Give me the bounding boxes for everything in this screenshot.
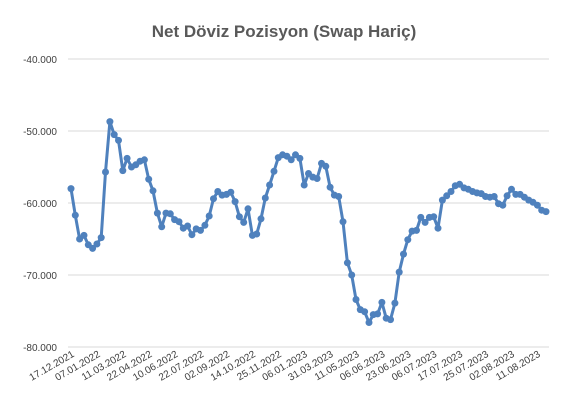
data-point: [253, 230, 261, 238]
data-point: [97, 234, 105, 242]
y-tick-label: -80.000: [23, 343, 57, 354]
data-point: [184, 222, 192, 230]
chart-title: Net Döviz Pozisyon (Swap Hariç): [152, 22, 417, 41]
data-point: [438, 196, 446, 204]
data-point: [227, 188, 235, 196]
data-point: [106, 118, 114, 126]
data-point: [145, 175, 153, 183]
data-point: [391, 299, 399, 307]
data-point: [244, 205, 252, 213]
data-point: [296, 154, 304, 162]
data-point: [166, 210, 174, 218]
data-point: [417, 213, 425, 221]
data-point: [89, 244, 97, 252]
data-point: [322, 162, 330, 170]
data-point: [210, 195, 217, 203]
data-point: [348, 271, 356, 279]
data-point: [395, 268, 403, 276]
data-point: [205, 212, 213, 220]
data-point: [343, 259, 351, 267]
series: [67, 118, 550, 326]
y-tick-label: -60.000: [23, 199, 57, 210]
data-point: [300, 181, 308, 189]
data-point: [119, 167, 127, 175]
data-point: [404, 236, 412, 244]
data-point: [270, 167, 278, 175]
data-point: [387, 316, 394, 324]
data-point: [313, 175, 321, 182]
data-point: [158, 223, 166, 231]
data-point: [430, 213, 438, 221]
data-point: [533, 201, 541, 209]
y-axis-tick-labels: -40.000 -50.000 -60.000 -70.000 -80.000: [23, 55, 57, 354]
data-point: [503, 192, 511, 200]
data-point: [443, 192, 451, 200]
data-point: [413, 226, 420, 234]
data-point: [153, 209, 161, 217]
data-point: [335, 193, 343, 200]
data-point: [235, 213, 243, 221]
data-point: [287, 156, 295, 164]
data-point: [115, 136, 122, 144]
data-point: [93, 240, 101, 248]
data-point: [339, 218, 347, 226]
data-point: [352, 296, 360, 303]
data-point: [508, 185, 515, 193]
data-point: [261, 194, 269, 202]
data-point: [175, 218, 183, 226]
data-point: [71, 211, 79, 219]
data-point: [201, 221, 209, 229]
x-axis-tick-labels: 17.12.202107.01.202211.03.202222.04.2022…: [28, 349, 543, 384]
data-point: [67, 185, 75, 193]
gridlines: [68, 58, 549, 348]
data-point: [361, 308, 369, 316]
data-point: [123, 154, 131, 162]
data-point: [149, 187, 157, 195]
data-point: [378, 298, 386, 306]
data-point: [400, 250, 407, 258]
data-point: [490, 193, 498, 200]
data-point: [374, 310, 382, 318]
data-point: [257, 215, 265, 223]
data-point: [434, 224, 442, 232]
data-point: [542, 208, 550, 216]
data-point: [421, 218, 429, 226]
data-point: [240, 218, 248, 226]
series-line: [69, 120, 547, 324]
y-tick-label: -40.000: [23, 55, 57, 66]
data-point: [188, 231, 196, 239]
data-point: [231, 198, 239, 206]
data-point: [197, 226, 204, 234]
data-point: [80, 231, 88, 239]
data-point: [326, 183, 334, 191]
data-point: [102, 168, 109, 176]
data-point: [266, 181, 274, 189]
data-point: [365, 319, 373, 326]
data-point: [499, 201, 507, 209]
data-point: [110, 131, 118, 139]
data-point: [140, 156, 148, 164]
y-tick-label: -50.000: [23, 127, 57, 138]
data-point: [447, 188, 455, 195]
y-tick-label: -70.000: [23, 271, 57, 282]
